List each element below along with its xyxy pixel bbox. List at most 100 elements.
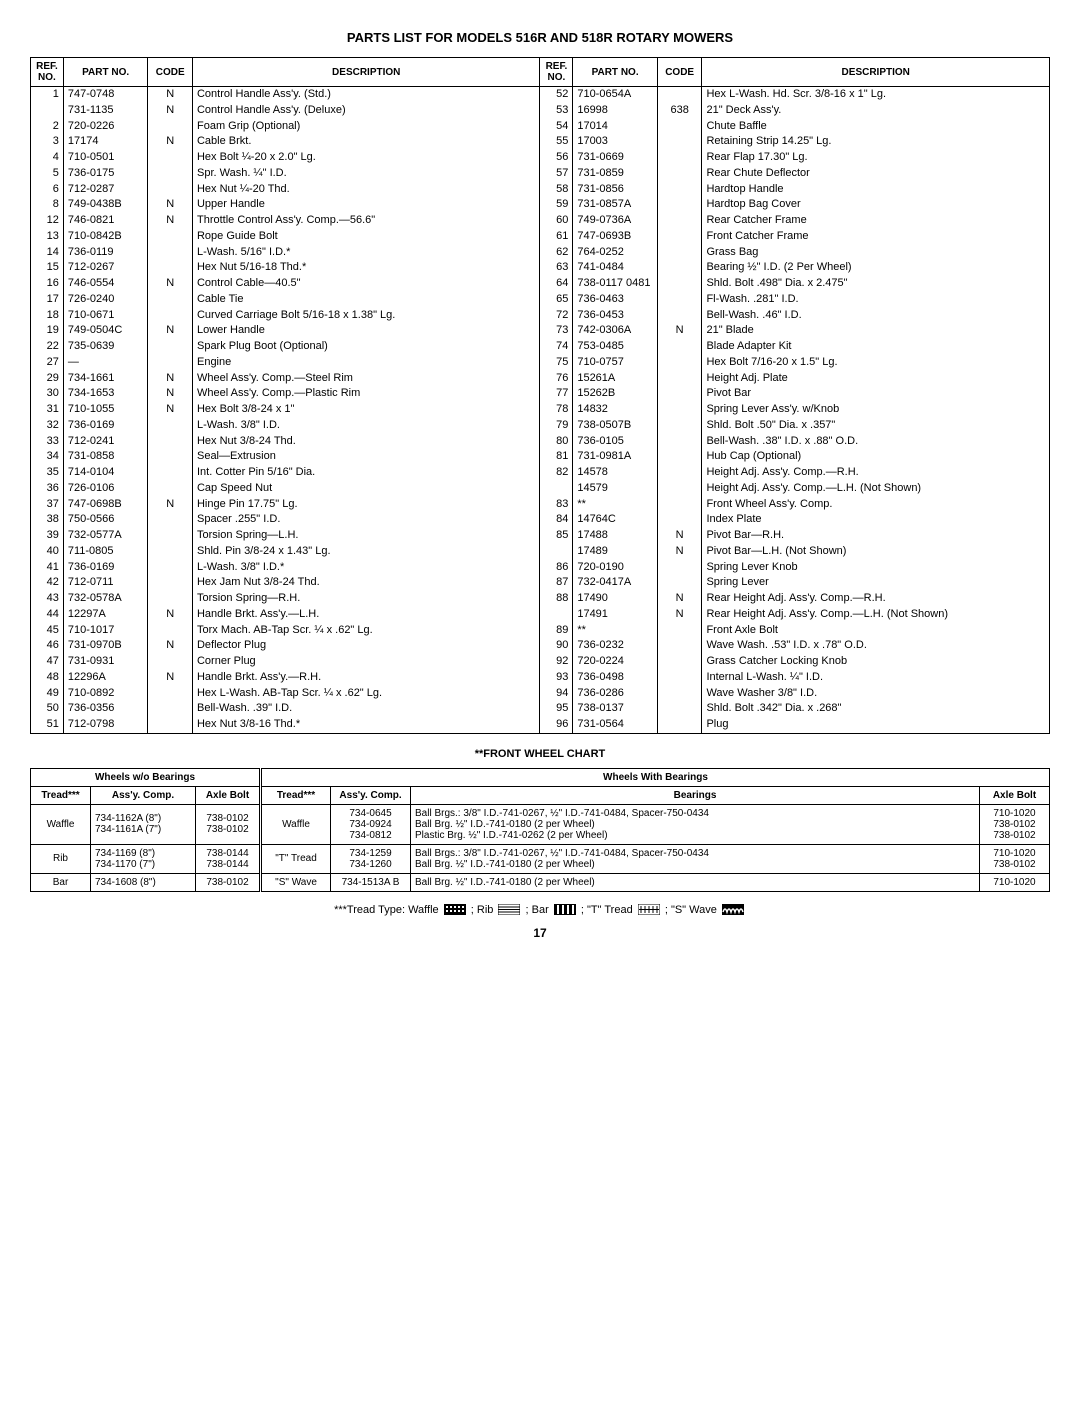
table-cell: 749-0438B [63,197,148,213]
table-cell: 749-0736A [573,213,658,229]
wheel-chart-title: **FRONT WHEEL CHART [30,748,1050,760]
table-cell: 734-1513A B [331,873,411,891]
table-cell: 710-1020 [980,873,1050,891]
table-cell: 17 [31,292,64,308]
table-cell [657,623,702,639]
table-cell: 86 [540,560,573,576]
table-cell: 15261A [573,371,658,387]
table-cell: 749-0504C [63,323,148,339]
table-cell: 710-0757 [573,355,658,371]
table-cell: 731-0858 [63,449,148,465]
table-cell [148,150,193,166]
table-cell: Bell-Wash. .46" I.D. [702,308,1050,324]
table-cell [148,654,193,670]
table-cell: Foam Grip (Optional) [192,119,539,135]
fn-swave: ; "S" Wave [665,904,720,916]
table-cell: 17488 [573,528,658,544]
th-axleB: Axle Bolt [980,786,1050,804]
table-cell [657,497,702,513]
table-cell: Wheel Ass'y. Comp.—Plastic Rim [192,386,539,402]
table-cell [148,260,193,276]
table-cell: 638 [657,103,702,119]
table-cell [148,339,193,355]
table-cell [657,339,702,355]
table-cell: Lower Handle [192,323,539,339]
table-cell: 17491 [573,607,658,623]
table-cell: N [657,528,702,544]
table-cell: 80 [540,434,573,450]
table-cell: 87 [540,575,573,591]
table-cell: 85 [540,528,573,544]
table-cell: Torsion Spring—L.H. [192,528,539,544]
table-cell [657,512,702,528]
table-cell [148,528,193,544]
table-cell: 12296A [63,670,148,686]
table-cell: Spring Lever Ass'y. w/Knob [702,402,1050,418]
table-cell: 753-0485 [573,339,658,355]
table-cell: Spring Lever Knob [702,560,1050,576]
table-cell: Upper Handle [192,197,539,213]
table-cell: Waffle [31,804,91,844]
table-cell: 34 [31,449,64,465]
table-cell: 64 [540,276,573,292]
table-cell: Rear Chute Deflector [702,166,1050,182]
table-cell: 58 [540,182,573,198]
table-cell: 30 [31,386,64,402]
table-cell: 738-0102 738-0102 [196,804,261,844]
table-cell [148,623,193,639]
table-cell [148,449,193,465]
table-cell: Rear Height Adj. Ass'y. Comp.—L.H. (Not … [702,607,1050,623]
table-cell: N [657,591,702,607]
waffle-icon [444,904,466,915]
table-cell: 738-0144 738-0144 [196,844,261,873]
table-cell: 764-0252 [573,245,658,261]
table-cell: 720-0224 [573,654,658,670]
table-cell: 55 [540,134,573,150]
table-cell: 731-0564 [573,717,658,733]
table-cell: 96 [540,717,573,733]
table-cell: Control Handle Ass'y. (Std.) [192,87,539,103]
table-cell: ** [573,623,658,639]
table-cell [540,607,573,623]
table-cell: 47 [31,654,64,670]
table-cell [148,355,193,371]
table-cell: Deflector Plug [192,638,539,654]
table-cell: 81 [540,449,573,465]
table-cell: 6 [31,182,64,198]
table-cell: 738-0507B [573,418,658,434]
table-cell: 40 [31,544,64,560]
table-cell: 736-0175 [63,166,148,182]
table-cell: 62 [540,245,573,261]
table-cell: 735-0639 [63,339,148,355]
table-cell: 712-0798 [63,717,148,733]
table-cell: Spr. Wash. ¼" I.D. [192,166,539,182]
table-cell [148,292,193,308]
table-cell: Rear Flap 17.30" Lg. [702,150,1050,166]
table-cell [657,717,702,733]
table-cell: Bearing ½" I.D. (2 Per Wheel) [702,260,1050,276]
table-cell: Rib [31,844,91,873]
table-cell: Hardtop Bag Cover [702,197,1050,213]
table-cell: Bell-Wash. .38" I.D. x .88" O.D. [702,434,1050,450]
table-cell: 712-0711 [63,575,148,591]
table-cell: 60 [540,213,573,229]
table-cell [148,591,193,607]
table-cell: Waffle [261,804,331,844]
table-cell: 22 [31,339,64,355]
table-cell: 48 [31,670,64,686]
table-cell: 734-1259 734-1260 [331,844,411,873]
table-cell: N [148,607,193,623]
table-cell: L-Wash. 3/8" I.D.* [192,560,539,576]
table-cell: Torsion Spring—R.H. [192,591,539,607]
table-cell [148,182,193,198]
table-cell: 44 [31,607,64,623]
table-cell: 712-0287 [63,182,148,198]
table-cell [148,686,193,702]
page-title: PARTS LIST FOR MODELS 516R AND 518R ROTA… [30,30,1050,45]
table-cell: Internal L-Wash. ¼" I.D. [702,670,1050,686]
table-cell: 731-0856 [573,182,658,198]
table-cell: Front Catcher Frame [702,229,1050,245]
tread-footnote: ***Tread Type: Waffle ; Rib ; Bar ; "T" … [30,904,1050,916]
table-cell: N [148,386,193,402]
table-cell: 732-0577A [63,528,148,544]
